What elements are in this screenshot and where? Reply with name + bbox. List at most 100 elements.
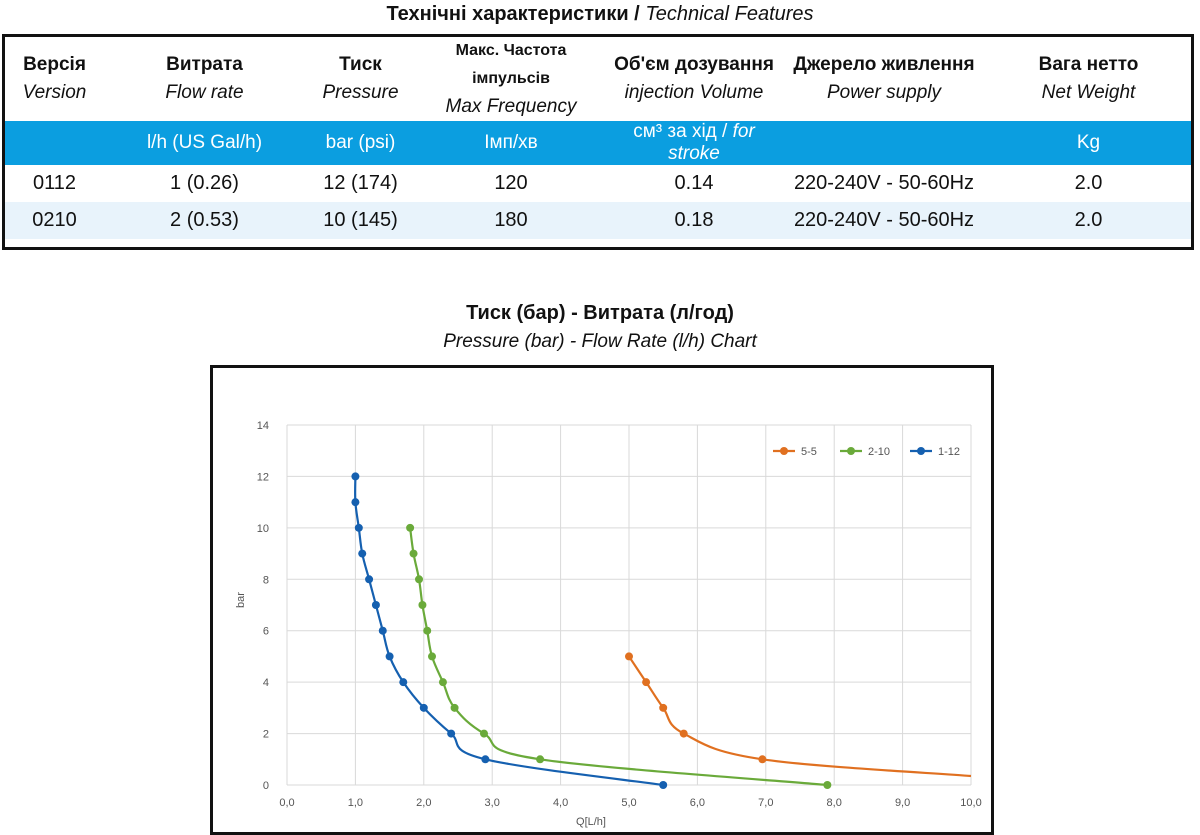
y-tick-label: 2	[263, 729, 269, 741]
table-title: Технічні характеристики / Technical Feat…	[0, 3, 1200, 26]
cell-version: 0505	[5, 239, 104, 247]
legend-marker	[780, 447, 788, 455]
data-point-2-10	[479, 729, 488, 738]
data-point-5-5	[625, 652, 633, 661]
x-tick-label: 6,0	[690, 797, 705, 809]
table-units-row: l/h (US Gal/h) bar (psi) Імп/хв см³ за х…	[5, 121, 1191, 165]
y-tick-label: 14	[257, 420, 269, 432]
legend-marker	[917, 447, 925, 455]
cell-weight: 2.0	[1074, 172, 1103, 194]
data-point-2-10	[428, 652, 437, 661]
table-row: 0210 2 (0.53) 10 (145) 180 0.18 220-240V…	[5, 202, 1191, 239]
data-point-2-10	[423, 626, 432, 635]
table-title-en: Technical Features	[645, 3, 814, 25]
data-point-1-12	[354, 523, 363, 532]
y-axis-label: bar	[235, 592, 247, 608]
data-point-1-12	[659, 781, 668, 789]
cell-flow: 5 (1.32)	[104, 239, 305, 247]
x-tick-label: 9,0	[895, 797, 910, 809]
table-row: 0505 5 (1.32) 5 (72) 120 0.69 220-240V -…	[5, 239, 1191, 247]
cell-frequency: 180	[416, 202, 606, 239]
data-point-1-12	[358, 549, 367, 558]
spec-table: Версія Version Витрата Flow rate Тиск Press…	[5, 37, 1191, 247]
header-pressure: Тиск Pressure	[322, 54, 399, 103]
cell-power: 220-240V - 50-60Hz	[793, 172, 975, 194]
data-point-1-12	[351, 472, 360, 481]
y-tick-label: 8	[263, 574, 269, 586]
cell-power: 220-240V - 50-60Hz	[782, 239, 986, 247]
data-point-1-12	[365, 575, 374, 584]
table-header-row: Версія Version Витрата Flow rate Тиск Press…	[5, 37, 1191, 121]
chart-titles: Тиск (бар) - Витрата (л/год) Pressure (b…	[0, 302, 1200, 353]
cell-frequency: 120	[416, 239, 606, 247]
y-tick-label: 0	[263, 780, 269, 792]
data-point-2-10	[823, 781, 832, 789]
cell-flow: 1 (0.26)	[170, 172, 239, 194]
data-point-2-10	[406, 523, 415, 532]
cell-weight: 2.0	[986, 239, 1191, 247]
x-tick-label: 3,0	[485, 797, 500, 809]
spec-table-frame: Версія Version Витрата Flow rate Тиск Press…	[2, 34, 1194, 250]
cell-weight: 2.0	[986, 202, 1191, 239]
unit-flow: l/h (US Gal/h)	[104, 121, 305, 165]
cell-frequency: 120	[494, 172, 528, 194]
series-line-5-5	[628, 655, 972, 778]
header-weight: Вага нетто Net Weight	[1038, 54, 1139, 103]
table-title-uk: Технічні характеристики /	[386, 3, 640, 25]
chart-subtitle: Pressure (bar) - Flow Rate (l/h) Chart	[443, 331, 757, 352]
cell-volume: 0.14	[674, 172, 714, 194]
legend-label: 5-5	[801, 446, 817, 458]
y-tick-label: 4	[263, 677, 269, 689]
unit-pressure: bar (psi)	[305, 121, 416, 165]
data-point-1-12	[371, 601, 380, 609]
data-point-1-12	[378, 626, 387, 635]
data-point-1-12	[351, 498, 360, 507]
x-tick-label: 0,0	[279, 797, 294, 809]
chart-title: Тиск (бар) - Витрата (л/год)	[466, 302, 734, 324]
cell-pressure: 5 (72)	[305, 239, 416, 247]
y-tick-label: 12	[257, 471, 269, 483]
cell-pressure: 10 (145)	[305, 202, 416, 239]
x-tick-label: 5,0	[621, 797, 636, 809]
header-frequency: Макс. Частота імпульсів Max Frequency	[445, 42, 577, 117]
chart-frame: 0,0 1,0 2,0 3,0 4,0 5,0 6,0 7,0 8,0 9,0 10,0 0 2 4 6 8 1…	[210, 365, 994, 835]
data-point-1-12	[447, 729, 456, 738]
unit-volume: см³ за хід / for stroke	[606, 121, 782, 165]
data-point-5-5	[659, 703, 668, 712]
x-tick-label: 1,0	[348, 797, 363, 809]
table-row: 0112 1 (0.26) 12 (174) 120 0.14 220-240V…	[5, 165, 1191, 202]
header-power: Джерело живлення Power supply	[793, 54, 975, 103]
legend-label: 1-12	[938, 446, 960, 458]
legend-marker	[847, 447, 855, 455]
unit-weight: Kg	[986, 121, 1191, 165]
x-tick-label: 4,0	[553, 797, 568, 809]
data-point-2-10	[418, 601, 427, 609]
data-point-2-10	[415, 575, 424, 584]
header-volume: Об'єм дозування injection Volume	[614, 54, 774, 103]
unit-frequency: Імп/хв	[416, 121, 606, 165]
data-point-2-10	[536, 755, 545, 764]
data-point-1-12	[385, 652, 394, 661]
header-flow: Витрата Flow rate	[165, 54, 244, 103]
series-line-2-10	[409, 527, 828, 787]
unit-power	[782, 121, 986, 165]
legend-label: 2-10	[868, 446, 890, 458]
data-point-1-12	[481, 755, 490, 764]
data-point-5-5	[679, 729, 688, 738]
y-tick-label: 6	[263, 626, 269, 638]
cell-version: 0210	[5, 202, 104, 239]
cell-version: 0112	[32, 172, 76, 194]
y-tick-label: 10	[257, 523, 269, 535]
cell-volume: 0.18	[606, 202, 782, 239]
cell-power: 220-240V - 50-60Hz	[782, 202, 986, 239]
cell-volume: 0.69	[606, 239, 782, 247]
data-point-2-10	[438, 678, 447, 687]
pressure-flow-chart: 0,0 1,0 2,0 3,0 4,0 5,0 6,0 7,0 8,0 9,0 10,0 0 2 4 6 8 1…	[235, 420, 982, 828]
x-tick-label: 10,0	[960, 797, 981, 809]
x-tick-label: 2,0	[416, 797, 431, 809]
data-point-2-10	[409, 549, 418, 558]
x-axis-label: Q[L/h]	[576, 816, 606, 828]
data-point-2-10	[450, 703, 459, 712]
data-point-1-12	[399, 678, 408, 687]
data-point-1-12	[419, 703, 428, 712]
